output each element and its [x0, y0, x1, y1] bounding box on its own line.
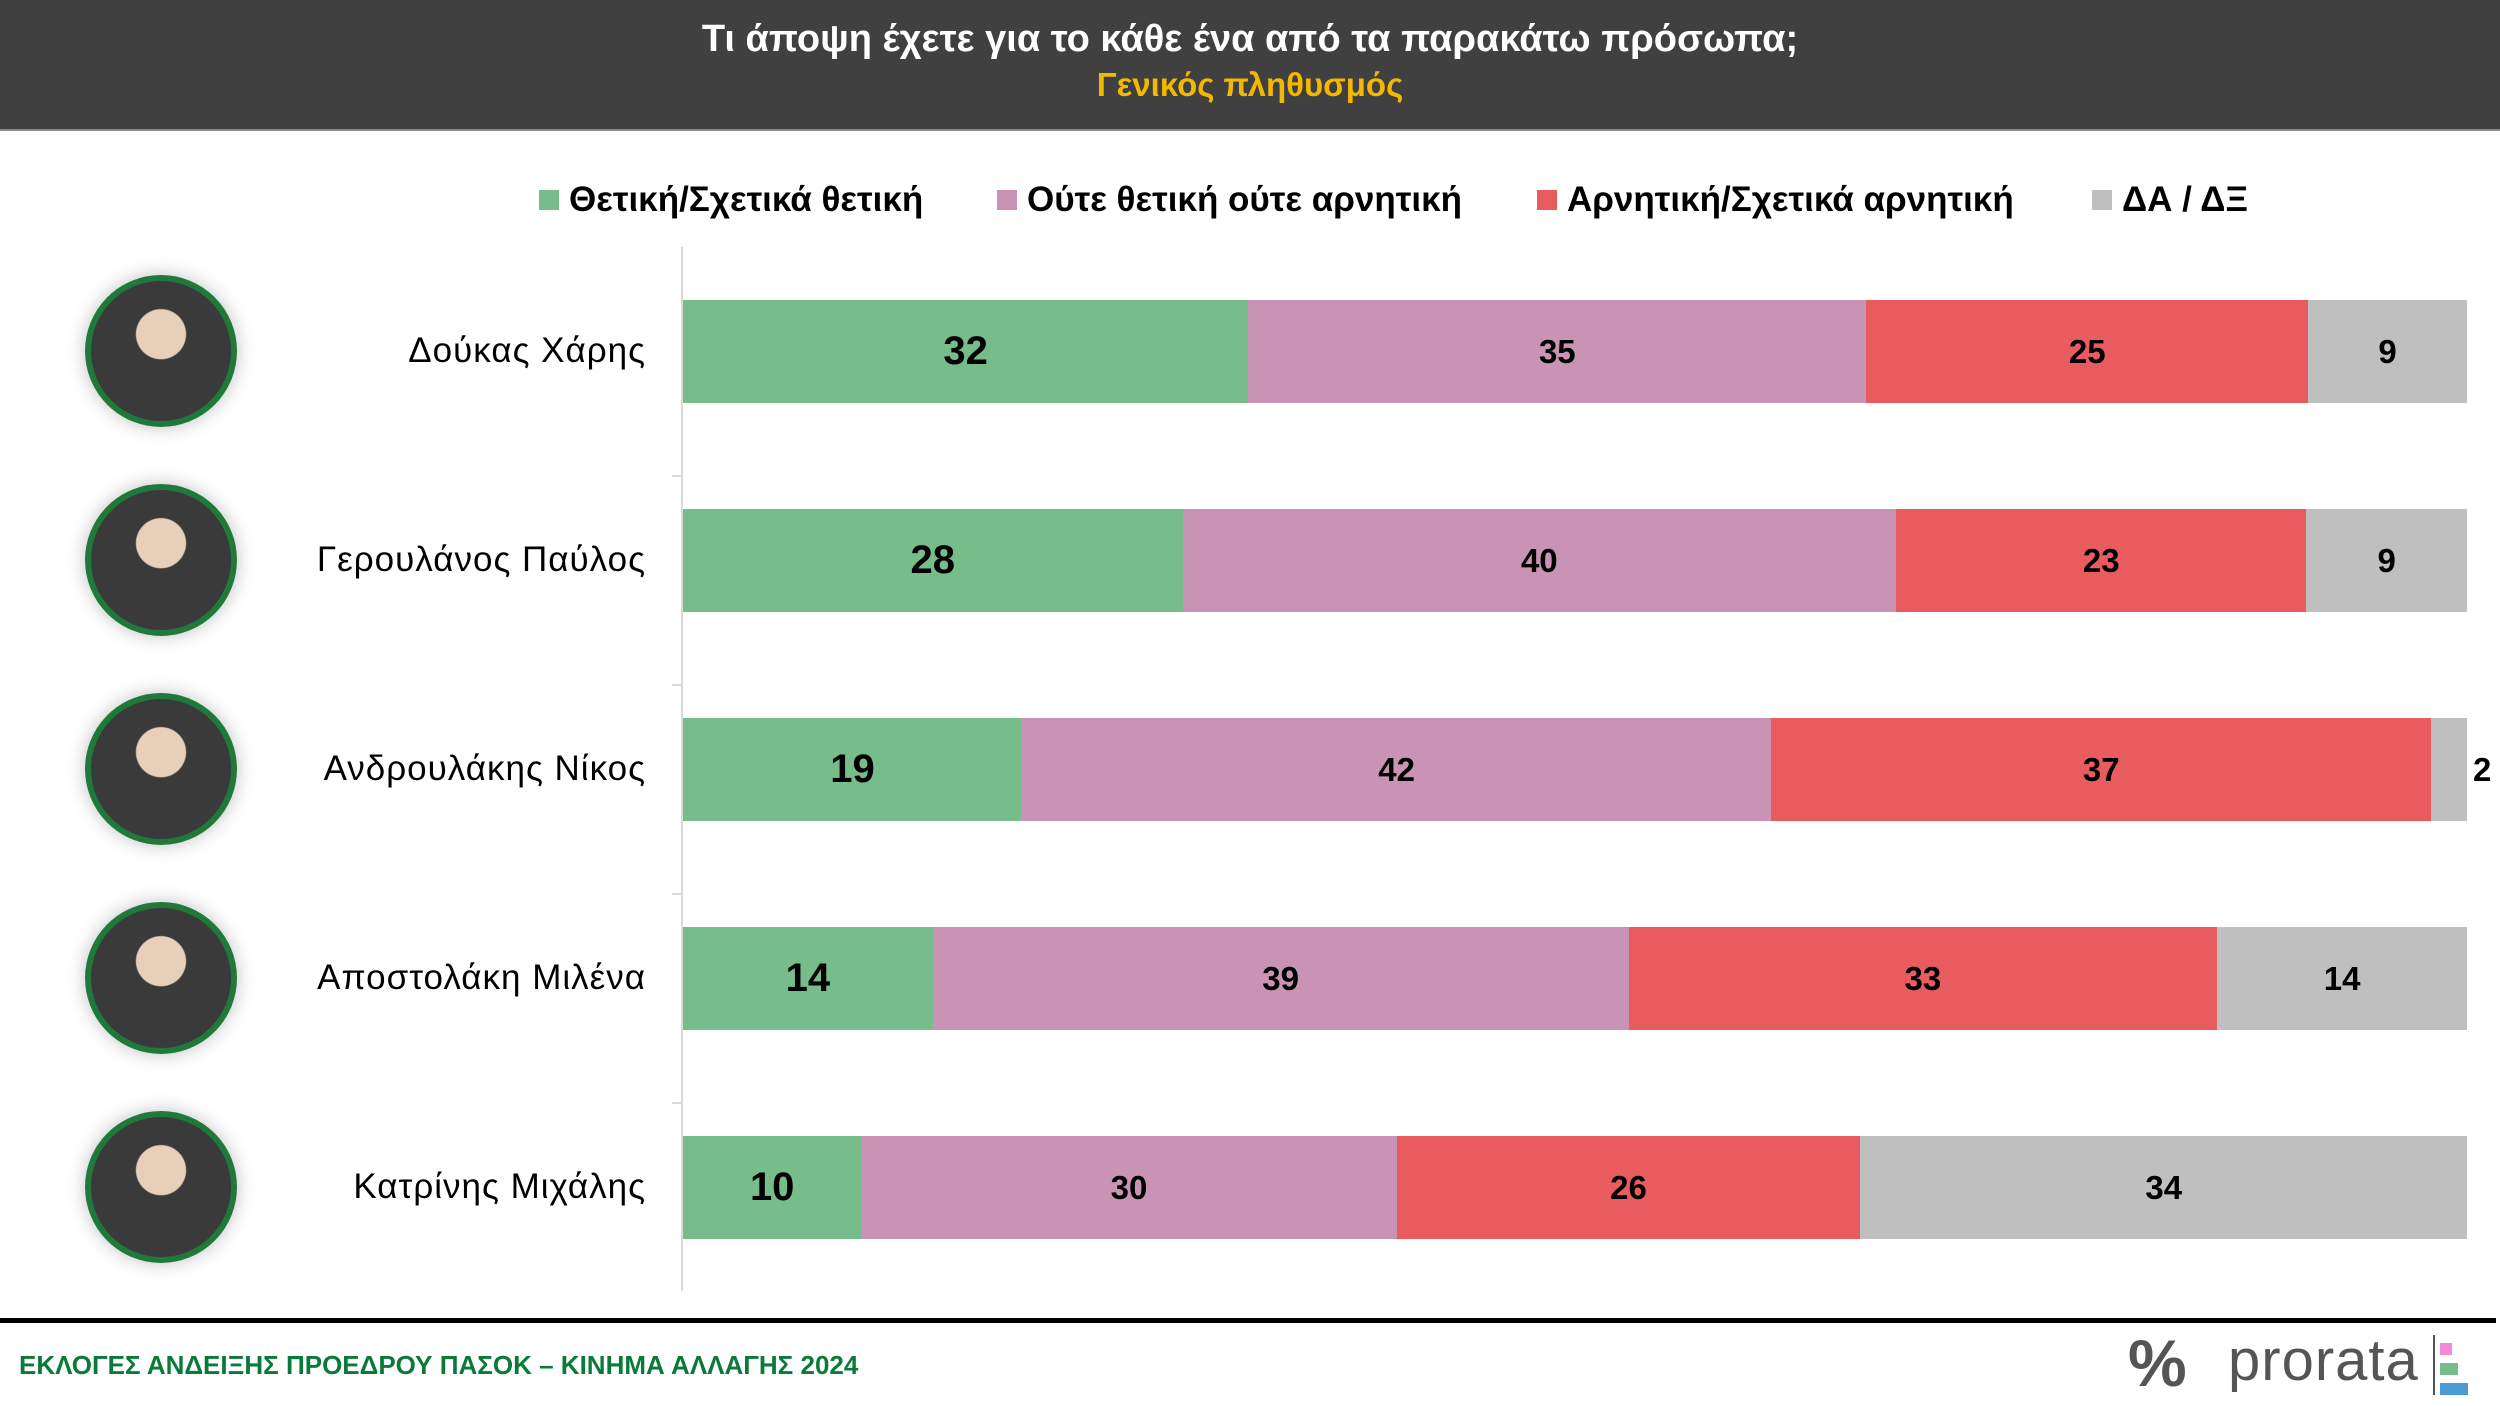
bar-segment-positive: 14: [683, 927, 933, 1030]
data-label: 26: [1610, 1168, 1647, 1206]
footer-divider: [0, 1318, 2496, 1323]
candidate-photo: [85, 693, 237, 845]
legend-item-dk: ΔΑ / ΔΞ: [2092, 180, 2248, 220]
chart-title: Τι άποψη έχετε για το κάθε ένα από τα πα…: [701, 18, 1799, 60]
category-label: Κατρίνης Μιχάλης: [353, 1167, 646, 1206]
header-banner: Τι άποψη έχετε για το κάθε ένα από τα πα…: [0, 0, 2500, 131]
footer-text: ΕΚΛΟΓΕΣ ΑΝΔΕΙΞΗΣ ΠΡΟΕΔΡΟΥ ΠΑΣΟΚ – ΚΙΝΗΜΑ…: [19, 1350, 859, 1380]
bar-segment-negative: 25: [1866, 300, 2309, 403]
bar-segment-neutral: 35: [1248, 300, 1867, 403]
bar-segment-positive: 32: [683, 300, 1249, 403]
logo-bar-green: [2440, 1363, 2458, 1375]
bar-segment-neutral: 40: [1182, 509, 1897, 612]
data-label: 23: [2082, 541, 2120, 579]
axis-tick: [672, 475, 682, 477]
candidate-photo: [85, 275, 237, 427]
candidate-photo: [85, 902, 237, 1054]
legend-label: Αρνητική/Σχετικά αρνητική: [1567, 180, 2014, 219]
bar-segment-dont-know: 2: [2431, 718, 2491, 821]
prorata-logo: % prorata: [2128, 1325, 2488, 1400]
percent-logo-icon: %: [2128, 1326, 2187, 1400]
data-label: 33: [1904, 959, 1942, 997]
axis-tick: [672, 893, 682, 895]
data-label: 25: [2068, 332, 2106, 370]
data-label: 40: [1520, 541, 1558, 579]
data-label: 14: [785, 956, 831, 1000]
bar-segment-neutral: 39: [932, 927, 1629, 1030]
logo-bar-blue: [2440, 1383, 2468, 1395]
bar-segment-negative: 26: [1396, 1136, 1861, 1239]
data-label: 34: [2145, 1168, 2183, 1206]
bar-segment-negative: 23: [1896, 509, 2307, 612]
data-label: 37: [2082, 750, 2120, 788]
legend-item-positive: Θετική/Σχετικά θετική: [539, 180, 923, 220]
bar-segment-dont-know: 34: [1860, 1136, 2467, 1239]
legend-label: Θετική/Σχετικά θετική: [569, 180, 924, 219]
data-label: 9: [2378, 332, 2397, 370]
data-label: 19: [830, 747, 875, 791]
legend-label: ΔΑ / ΔΞ: [2122, 180, 2248, 219]
data-label: 28: [910, 538, 956, 582]
category-label: Ανδρουλάκης Νίκος: [323, 749, 646, 788]
data-label: 39: [1262, 959, 1299, 997]
bar-segment-dont-know: 9: [2308, 300, 2467, 403]
axis-tick: [672, 1102, 682, 1104]
category-label: Αποστολάκη Μιλένα: [317, 958, 646, 997]
legend-item-negative: Αρνητική/Σχετικά αρνητική: [1537, 180, 2014, 220]
bar-segment-neutral: 42: [1021, 718, 1772, 821]
bar-segment-positive: 19: [683, 718, 1022, 821]
logo-divider: [2433, 1335, 2435, 1395]
data-label: 2: [2472, 750, 2492, 788]
candidate-photo: [85, 484, 237, 636]
data-label: 35: [1538, 332, 1576, 370]
chart-subtitle: Γενικός πληθυσμός: [1096, 66, 1404, 103]
legend-label: Ούτε θετική ούτε αρνητική: [1027, 180, 1463, 219]
category-label: Γερουλάνος Παύλος: [316, 540, 646, 579]
bar-segment-neutral: 30: [861, 1136, 1397, 1239]
legend-swatch: [997, 190, 1017, 210]
legend: Θετική/Σχετικά θετική Ούτε θετική ούτε α…: [0, 180, 2500, 224]
data-label: 9: [2377, 541, 2396, 579]
legend-swatch: [1537, 190, 1557, 210]
bar-segment-dont-know: 14: [2217, 927, 2467, 1030]
data-label: 30: [1110, 1168, 1148, 1206]
bar-segment-negative: 37: [1771, 718, 2432, 821]
candidate-photo: [85, 1111, 237, 1263]
category-label: Δούκας Χάρης: [408, 331, 646, 370]
axis-tick: [672, 684, 682, 686]
bar-segment-positive: 28: [683, 509, 1183, 612]
logo-wordmark: prorata: [2228, 1328, 2419, 1393]
data-label: 42: [1378, 750, 1415, 788]
logo-bar-pink: [2440, 1343, 2452, 1355]
bar-segment-dont-know: 9: [2306, 509, 2467, 612]
legend-swatch: [2092, 190, 2112, 210]
category-axis: [681, 247, 683, 1291]
bar-segment-positive: 10: [683, 1136, 862, 1239]
legend-swatch: [539, 190, 559, 210]
data-label: 32: [943, 329, 988, 373]
bar-segment-negative: 33: [1628, 927, 2218, 1030]
data-label: 10: [749, 1165, 795, 1209]
legend-item-neutral: Ούτε θετική ούτε αρνητική: [997, 180, 1462, 220]
data-label: 14: [2323, 959, 2361, 997]
